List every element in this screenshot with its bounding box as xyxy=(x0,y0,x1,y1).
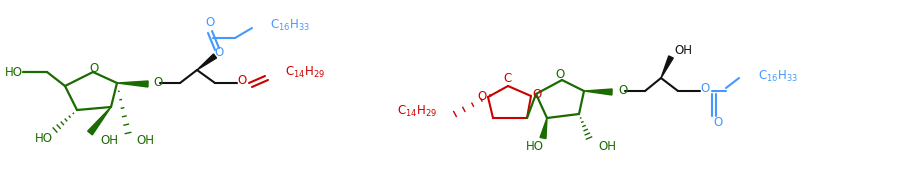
Text: HO: HO xyxy=(5,66,23,78)
Text: HO: HO xyxy=(526,140,544,153)
Text: OH: OH xyxy=(598,140,616,153)
Text: O: O xyxy=(90,62,99,75)
Polygon shape xyxy=(197,54,217,70)
Text: HO: HO xyxy=(35,132,53,145)
Text: C$_{14}$H$_{29}$: C$_{14}$H$_{29}$ xyxy=(397,103,437,119)
Text: O: O xyxy=(555,69,565,82)
Text: C: C xyxy=(504,72,512,85)
Text: O: O xyxy=(238,75,247,88)
Text: C$_{14}$H$_{29}$: C$_{14}$H$_{29}$ xyxy=(285,64,325,80)
Polygon shape xyxy=(88,107,111,135)
Text: O: O xyxy=(700,82,709,96)
Polygon shape xyxy=(540,118,547,139)
Text: O: O xyxy=(618,83,628,96)
Text: C$_{16}$H$_{33}$: C$_{16}$H$_{33}$ xyxy=(758,69,798,83)
Text: O: O xyxy=(205,17,215,30)
Polygon shape xyxy=(661,56,673,78)
Text: O: O xyxy=(714,116,723,129)
Text: OH: OH xyxy=(100,135,118,148)
Text: O: O xyxy=(532,88,541,101)
Polygon shape xyxy=(584,89,612,95)
Text: OH: OH xyxy=(136,135,154,148)
Text: C$_{16}$H$_{33}$: C$_{16}$H$_{33}$ xyxy=(270,17,310,33)
Text: O: O xyxy=(153,75,162,88)
Text: OH: OH xyxy=(674,44,692,57)
Text: O: O xyxy=(477,90,487,103)
Polygon shape xyxy=(117,81,148,87)
Text: O: O xyxy=(214,46,224,59)
